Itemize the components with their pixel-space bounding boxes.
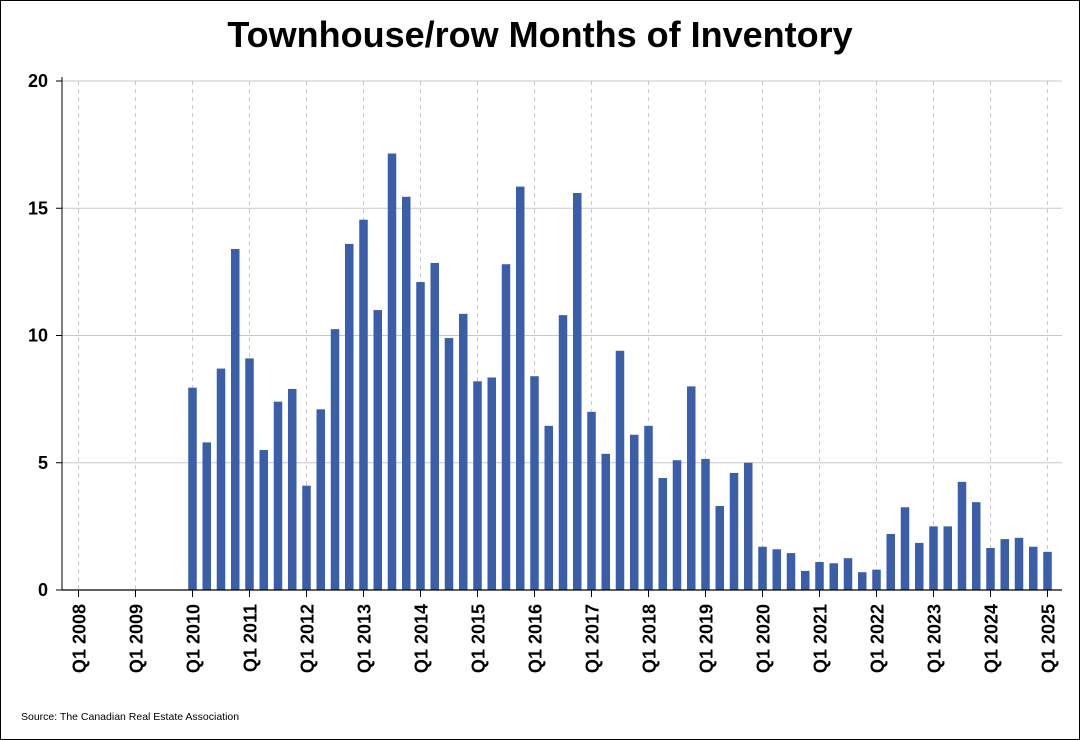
bar [1014, 537, 1024, 590]
bar [872, 569, 881, 590]
bar [744, 462, 753, 590]
bar [288, 388, 297, 590]
bar [558, 315, 568, 590]
bar-series [188, 153, 1052, 591]
bar [188, 387, 197, 590]
bar [587, 411, 596, 590]
bar [715, 506, 724, 590]
bar [687, 386, 696, 590]
y-tick-label: 20 [28, 71, 48, 91]
bar [501, 264, 511, 590]
y-tick-label: 10 [28, 326, 48, 346]
bar [402, 196, 411, 591]
x-tick-label: Q1 2014 [412, 604, 432, 673]
x-tick-label: Q1 2020 [754, 604, 774, 673]
bar [1043, 551, 1052, 590]
axes [56, 77, 1062, 597]
bar [786, 553, 796, 590]
x-tick-label: Q1 2025 [1039, 604, 1059, 673]
bar [758, 546, 767, 590]
bar [658, 478, 667, 590]
bar [900, 507, 910, 590]
chart-title: Townhouse/row Months of Inventory [227, 14, 853, 55]
x-tick-label: Q1 2023 [925, 604, 945, 673]
bar [929, 526, 938, 590]
bar [858, 572, 867, 590]
x-tick-label: Q1 2012 [298, 604, 318, 673]
bar [459, 313, 468, 590]
source-note: Source: The Canadian Real Estate Associa… [21, 711, 240, 723]
bar [915, 542, 924, 590]
x-tick-label: Q1 2024 [982, 604, 1002, 673]
bar [373, 310, 382, 590]
bar [729, 472, 739, 590]
x-tick-label: Q1 2010 [184, 604, 204, 673]
bar [843, 558, 853, 590]
bar [573, 192, 582, 591]
x-tick-label: Q1 2017 [583, 604, 603, 673]
bar [231, 248, 240, 590]
bar [772, 549, 781, 590]
bar [259, 450, 268, 590]
x-tick-label: Q1 2008 [70, 604, 90, 673]
bar [601, 453, 610, 590]
bar [943, 526, 952, 590]
bar [330, 329, 340, 590]
bar [829, 563, 838, 590]
y-tick-label: 0 [38, 580, 48, 600]
bar [986, 548, 995, 590]
x-tick-label: Q1 2019 [697, 604, 717, 673]
bar [473, 381, 482, 590]
bar [615, 350, 625, 590]
bar [387, 153, 397, 590]
x-tick-label: Q1 2021 [811, 604, 831, 673]
bar [273, 401, 283, 590]
bar [345, 243, 354, 590]
bar [1029, 546, 1038, 590]
bar [245, 358, 254, 590]
x-tick-label: Q1 2011 [241, 604, 261, 672]
bar [202, 442, 211, 590]
x-tick-labels: Q1 2008 Q1 2009 Q1 2010 Q1 2011 Q1 2012 Q1 20… [70, 604, 1059, 673]
bar [815, 562, 824, 590]
bar [516, 186, 525, 590]
x-tick-label: Q1 2016 [526, 604, 546, 673]
bar [444, 338, 454, 590]
y-tick-labels: 0 5 10 15 20 [28, 71, 48, 600]
bar [530, 376, 539, 590]
x-tick-label: Q1 2018 [640, 604, 660, 673]
x-tick-label: Q1 2013 [355, 604, 375, 673]
x-tick-label: Q1 2015 [469, 604, 489, 673]
bar [487, 377, 496, 590]
bar [801, 570, 810, 590]
bar [886, 534, 895, 590]
y-tick-label: 5 [38, 453, 48, 473]
x-tick-label: Q1 2009 [127, 604, 147, 673]
bar [672, 460, 682, 590]
bar [359, 219, 368, 590]
bar [972, 502, 981, 590]
bar [302, 485, 311, 590]
bar [630, 434, 639, 590]
bar [957, 481, 967, 590]
x-tick-label: Q1 2022 [868, 604, 888, 673]
bar [701, 458, 710, 590]
bar [430, 262, 439, 590]
bar [1000, 539, 1009, 590]
bar [416, 282, 425, 590]
bar [544, 425, 553, 590]
bar [644, 425, 653, 590]
bar [316, 409, 325, 590]
y-tick-label: 15 [28, 198, 48, 218]
bar [216, 368, 226, 590]
